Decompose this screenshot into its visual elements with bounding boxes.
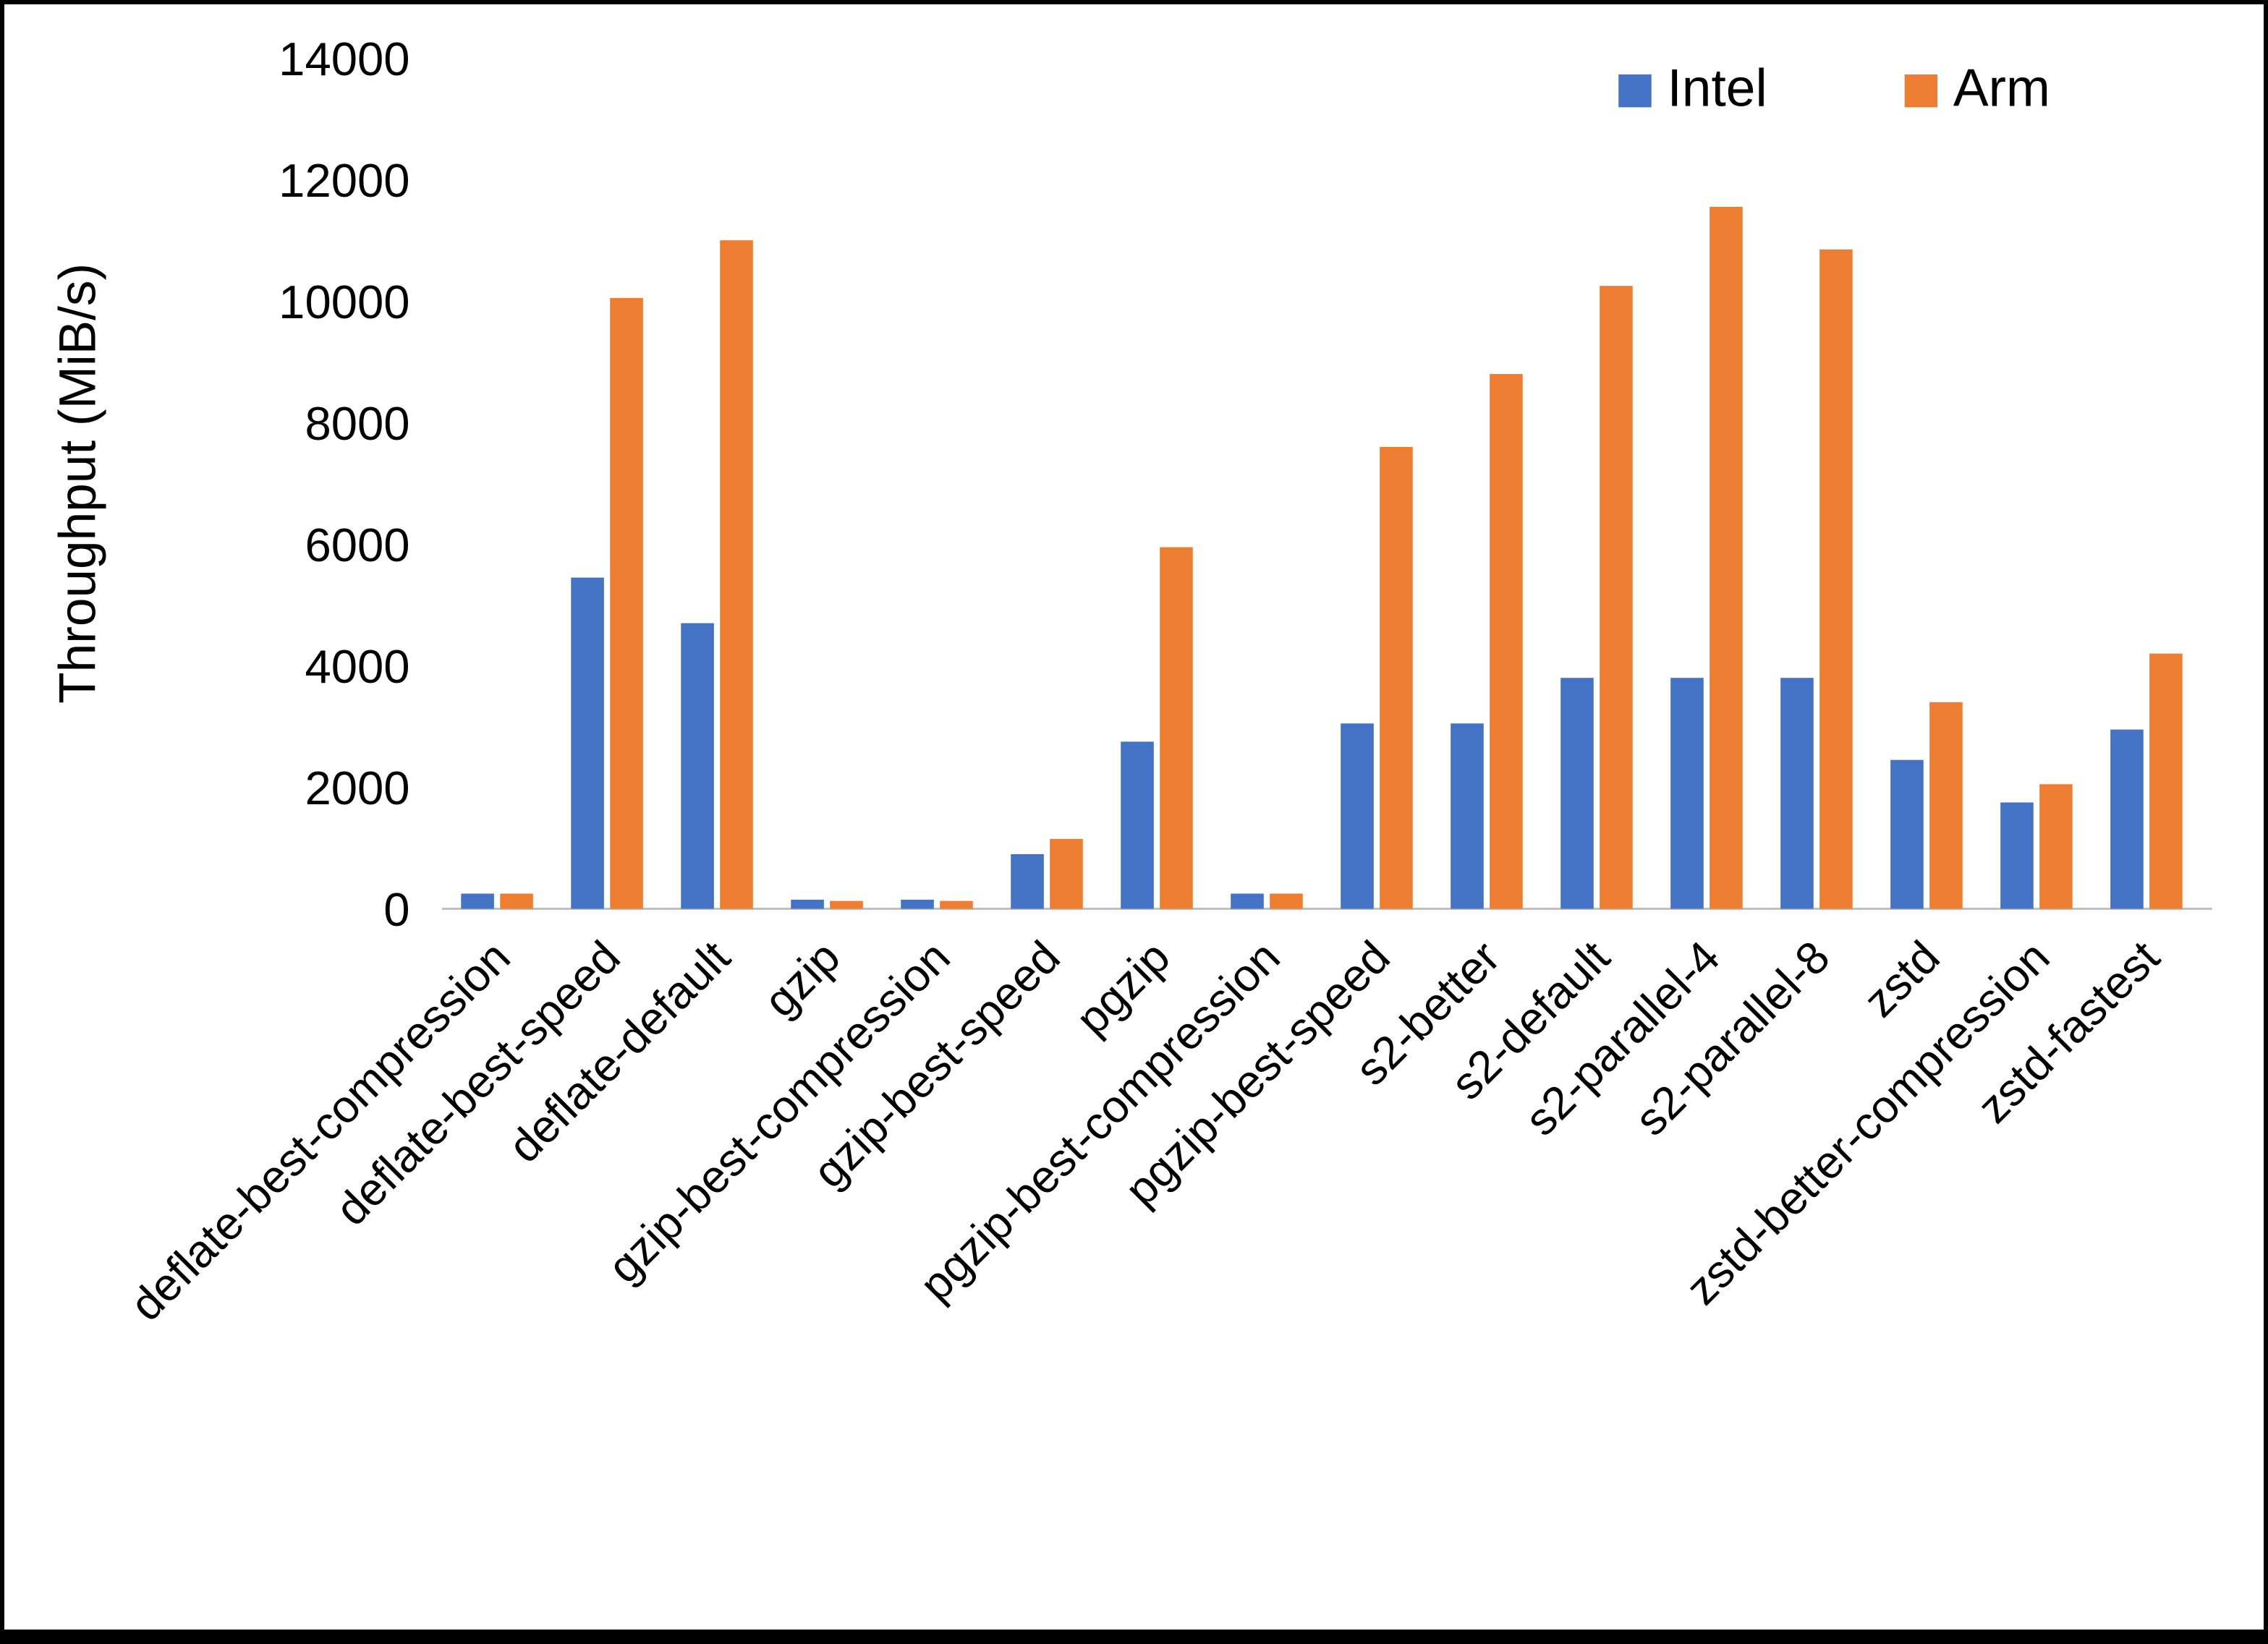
bar-intel-s2-better [1451,723,1484,909]
bar-arm-gzip [830,900,863,909]
bar-arm-gzip-best-compression [940,900,973,909]
y-axis-tick-label: 14000 [279,33,409,85]
legend-intel-label: Intel [1667,58,1767,117]
legend-intel-swatch [1618,74,1652,108]
y-axis-title: Throughput (MiB/s) [50,263,107,704]
bar-arm-deflate-best-compression [500,893,533,909]
y-axis-tick-label: 2000 [305,762,409,814]
bar-intel-s2-parallel-4 [1670,678,1704,909]
bar-intel-gzip-best-compression [901,899,934,909]
bar-intel-zstd-better-compression [2000,802,2034,909]
bar-intel-pgzip-best-compression [1231,893,1264,909]
y-axis-tick-label: 4000 [305,640,409,693]
legend-arm-label: Arm [1953,58,2050,117]
bar-arm-s2-parallel-4 [1710,207,1743,909]
y-axis-tick-label: 0 [383,883,409,936]
bar-arm-zstd [1929,702,1963,909]
x-axis-tick-label: gzip [755,932,850,1027]
bar-arm-s2-parallel-8 [1819,249,1853,909]
bar-intel-pgzip-best-speed [1341,723,1374,909]
y-axis-tick-label: 12000 [279,154,409,207]
bar-arm-zstd-fastest [2149,653,2183,909]
legend-arm-swatch [1904,74,1938,108]
y-axis-tick-label: 6000 [305,519,409,571]
bar-arm-zstd-better-compression [2039,784,2073,909]
bar-arm-gzip-best-speed [1050,838,1083,909]
bar-intel-s2-default [1560,678,1594,909]
bar-intel-deflate-best-speed [571,577,604,909]
bar-intel-deflate-best-compression [461,893,494,909]
bar-arm-deflate-default [720,240,753,909]
bar-arm-s2-default [1600,286,1633,909]
bar-arm-deflate-best-speed [610,298,643,909]
bar-arm-pgzip-best-speed [1380,446,1413,909]
bar-intel-zstd [1890,759,1924,909]
bar-intel-zstd-fastest [2110,729,2144,909]
bar-arm-pgzip [1160,547,1193,909]
bar-intel-deflate-default [681,623,714,909]
bar-intel-s2-parallel-8 [1780,678,1814,909]
bar-intel-pgzip [1121,741,1154,909]
bar-intel-gzip-best-speed [1011,853,1044,909]
bar-arm-s2-better [1490,374,1523,909]
x-axis-tick-label: zstd [1854,932,1950,1027]
bar-arm-pgzip-best-compression [1270,893,1303,909]
y-axis-tick-label: 10000 [279,276,409,328]
bar-chart: 0 2000 4000 6000 8000 10000 12000 14000 Throughp… [50,33,2212,1331]
bar-intel-gzip [791,899,824,909]
y-axis-tick-label: 8000 [305,397,409,450]
